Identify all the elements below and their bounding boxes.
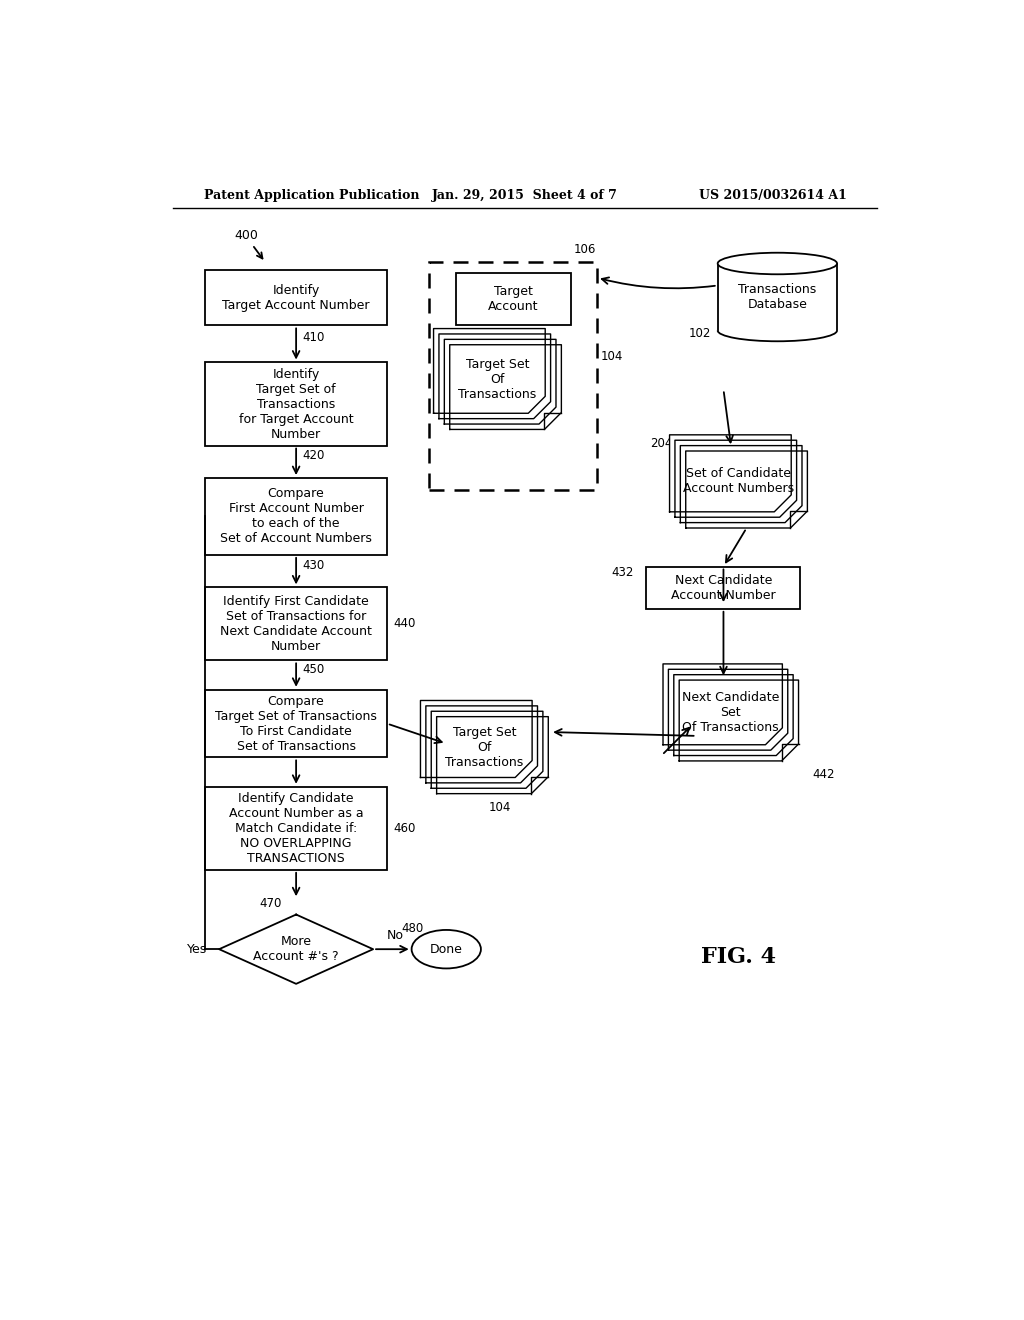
Text: US 2015/0032614 A1: US 2015/0032614 A1 [698,189,847,202]
Polygon shape [219,915,373,983]
Bar [205,689,387,758]
Text: Set of Candidate
Account Numbers: Set of Candidate Account Numbers [683,467,794,495]
Polygon shape [680,446,802,523]
Text: Identify
Target Set of
Transactions
for Target Account
Number: Identify Target Set of Transactions for … [239,367,353,441]
Text: 432: 432 [611,566,634,578]
Polygon shape [431,711,543,788]
Polygon shape [450,345,561,429]
Text: 442: 442 [812,768,835,781]
Bar [205,478,387,554]
Text: Target Set
Of
Transactions: Target Set Of Transactions [445,726,523,768]
Polygon shape [436,717,548,793]
Text: FIG. 4: FIG. 4 [701,946,776,968]
Text: Identify Candidate
Account Number as a
Match Candidate if:
NO OVERLAPPING
TRANSA: Identify Candidate Account Number as a M… [228,792,364,865]
Text: 410: 410 [302,331,325,345]
Polygon shape [669,669,787,750]
Text: 204: 204 [650,437,673,450]
Text: No: No [387,929,404,942]
Bar [646,566,801,609]
Text: Yes: Yes [187,942,208,956]
Text: Patent Application Publication: Patent Application Publication [204,189,419,202]
Polygon shape [433,329,545,413]
Bar [718,264,837,330]
Text: 460: 460 [393,822,416,834]
Bar [205,587,387,660]
Polygon shape [686,451,807,528]
Text: 470: 470 [260,896,283,909]
Text: Next Candidate
Account Number: Next Candidate Account Number [671,574,776,602]
Text: More
Account #'s ?: More Account #'s ? [253,935,339,964]
Text: Next Candidate
Set
Of Transactions: Next Candidate Set Of Transactions [682,690,779,734]
Bar [205,787,387,870]
Polygon shape [421,701,532,777]
Text: 440: 440 [393,618,416,631]
Ellipse shape [412,929,481,969]
Polygon shape [439,334,551,418]
Bar [456,273,571,326]
Text: 106: 106 [573,243,596,256]
Text: 450: 450 [302,663,325,676]
Text: Done: Done [430,942,463,956]
Polygon shape [674,675,794,755]
Text: Compare
First Account Number
to each of the
Set of Account Numbers: Compare First Account Number to each of … [220,487,372,545]
Text: Jan. 29, 2015  Sheet 4 of 7: Jan. 29, 2015 Sheet 4 of 7 [432,189,617,202]
Text: 104: 104 [601,350,624,363]
Text: Target
Account: Target Account [488,285,539,313]
Text: 430: 430 [302,558,325,572]
Polygon shape [444,339,556,424]
Polygon shape [675,441,797,517]
Text: 104: 104 [489,801,511,814]
Bar [205,271,387,326]
Ellipse shape [718,252,837,275]
Text: 400: 400 [234,230,258,243]
Bar [429,263,597,490]
Text: 420: 420 [302,450,325,462]
Polygon shape [670,434,792,512]
Text: Transactions
Database: Transactions Database [738,282,816,312]
Text: 102: 102 [689,327,712,341]
Bar [205,363,387,446]
Polygon shape [426,706,538,783]
Polygon shape [663,664,782,744]
Text: Target Set
Of
Transactions: Target Set Of Transactions [459,358,537,400]
Polygon shape [679,680,799,760]
Text: Compare
Target Set of Transactions
To First Candidate
Set of Transactions: Compare Target Set of Transactions To Fi… [215,694,377,752]
Text: 480: 480 [401,923,424,936]
Text: Identify
Target Account Number: Identify Target Account Number [222,284,370,312]
Text: Identify First Candidate
Set of Transactions for
Next Candidate Account
Number: Identify First Candidate Set of Transact… [220,595,372,653]
